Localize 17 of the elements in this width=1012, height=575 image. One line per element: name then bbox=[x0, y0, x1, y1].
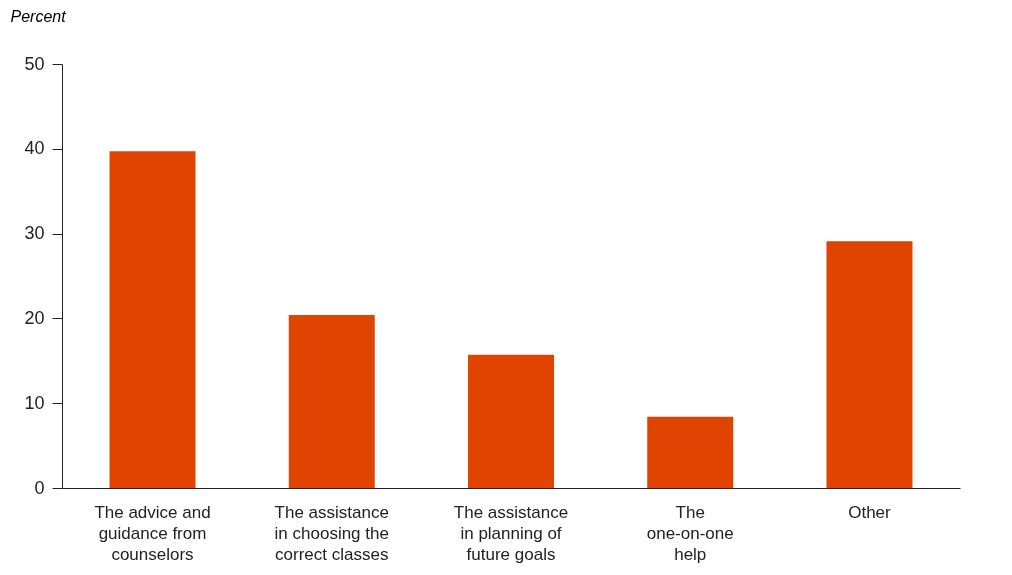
x-tick-label: Other bbox=[848, 502, 892, 522]
bar bbox=[468, 354, 554, 488]
x-tick-label: The assistance in planning of future goals bbox=[453, 502, 569, 564]
x-tick-label: The one-on-one help bbox=[646, 502, 734, 564]
x-tick-label: The advice and guidance from counselors bbox=[94, 502, 211, 564]
y-tick-label: 30 bbox=[24, 223, 45, 244]
bar bbox=[826, 241, 913, 488]
y-tick-label: 0 bbox=[34, 477, 45, 498]
x-tick-label: The assistance in choosing the correct classes bbox=[274, 502, 389, 564]
y-axis-title: Percent bbox=[10, 7, 67, 25]
y-tick-label: 50 bbox=[24, 53, 45, 74]
y-tick-label: 10 bbox=[24, 392, 45, 413]
bar bbox=[288, 315, 375, 488]
y-tick-label: 40 bbox=[24, 138, 45, 159]
y-tick-label: 20 bbox=[24, 307, 45, 328]
bar bbox=[109, 151, 196, 488]
bar bbox=[647, 416, 734, 488]
